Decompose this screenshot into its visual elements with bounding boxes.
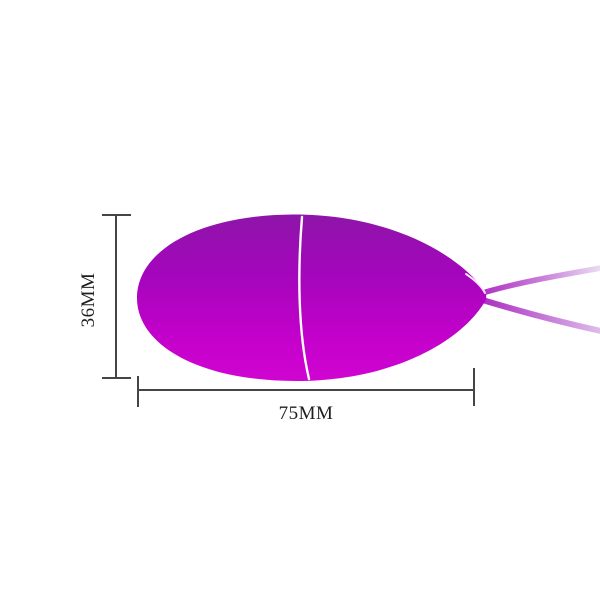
- height-dimension-line: [102, 214, 131, 379]
- seam-line: [298, 215, 311, 381]
- width-dimension-label: 75MM: [278, 403, 334, 424]
- lower-cord: [473, 295, 600, 334]
- height-dimension-label: 36MM: [78, 272, 99, 328]
- tip-highlight: [465, 273, 486, 294]
- upper-cord: [473, 265, 600, 298]
- width-dimension-line: [137, 368, 475, 407]
- egg-body: [137, 214, 487, 381]
